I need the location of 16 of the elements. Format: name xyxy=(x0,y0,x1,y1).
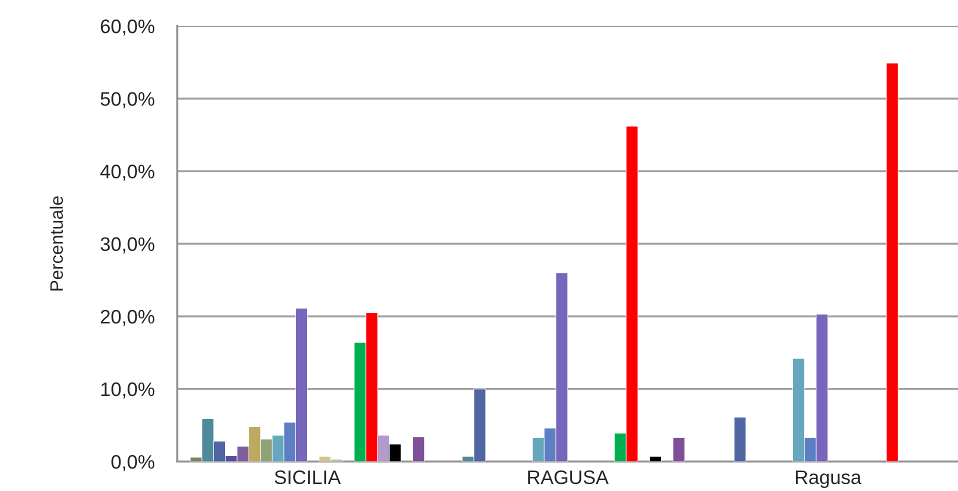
y-tick-label: 0,0% xyxy=(111,455,154,472)
y-tick-label: 20,0% xyxy=(100,310,154,326)
bar xyxy=(412,436,425,462)
y-tick-label: 50,0% xyxy=(100,92,154,108)
y-axis-title: Percentuale xyxy=(50,196,63,290)
x-tick-label: SICILIA xyxy=(274,470,341,484)
y-tick-label: 10,0% xyxy=(101,382,154,398)
x-tick-label: Ragusa xyxy=(796,470,862,488)
bar xyxy=(649,456,662,462)
x-tick-label: RAGUSA xyxy=(528,470,609,484)
bar xyxy=(734,416,746,462)
y-tick-label: 30,0% xyxy=(100,237,154,254)
y-tick-label: 60,0% xyxy=(100,19,154,36)
bar xyxy=(886,62,898,462)
bar xyxy=(672,437,686,462)
y-tick-label: 40,0% xyxy=(100,164,154,181)
